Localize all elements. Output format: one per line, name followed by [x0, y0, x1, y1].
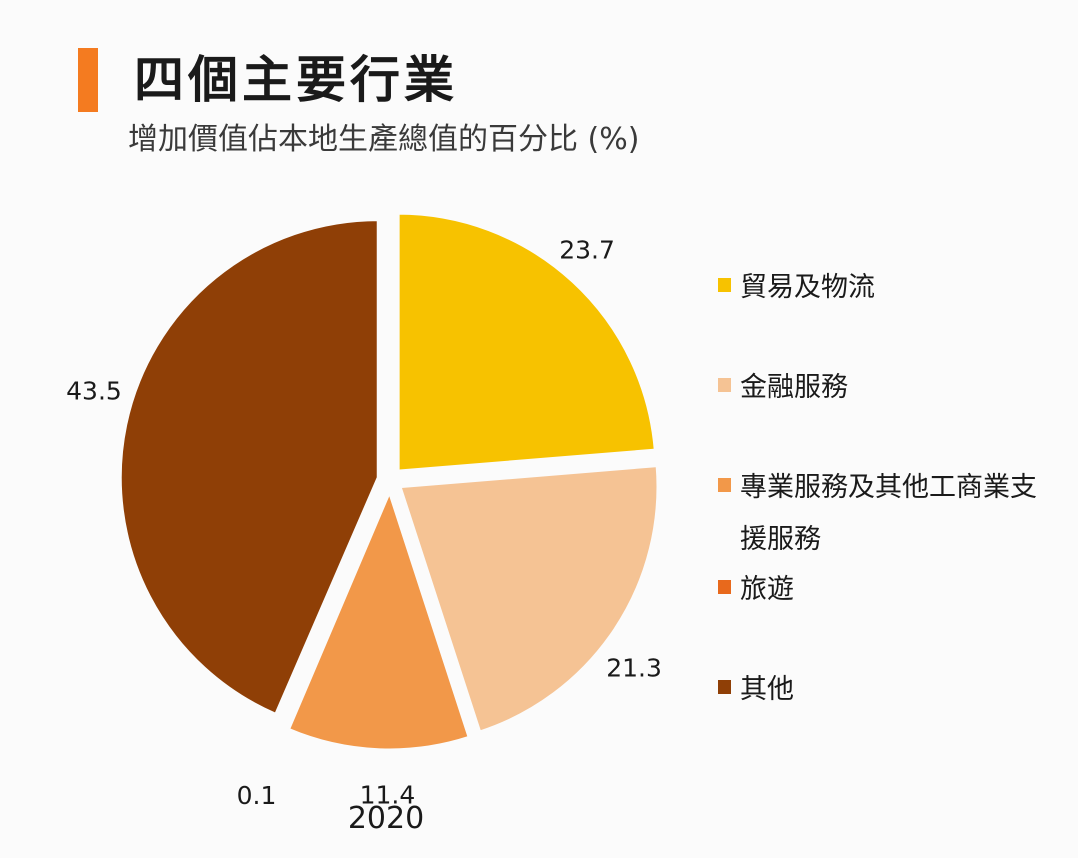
slice-value-label: 0.1: [237, 781, 277, 810]
legend-swatch: [718, 278, 731, 292]
legend-swatch: [718, 478, 731, 492]
slice-value-label: 21.3: [606, 654, 662, 683]
legend-label: 金融服務: [740, 372, 848, 403]
legend-label: 旅遊: [740, 574, 794, 605]
legend-swatch: [718, 680, 731, 694]
legend-swatch: [718, 580, 731, 594]
legend-item: 專業服務及其他工商業支援服務: [718, 462, 1040, 566]
legend-item: 貿易及物流: [718, 262, 1040, 314]
chart-title: 四個主要行業: [134, 51, 458, 109]
year-label: 2020: [348, 801, 424, 836]
legend-label: 其他: [740, 674, 794, 705]
legend-item: 旅遊: [718, 564, 1040, 616]
legend-label: 專業服務及其他工商業支援服務: [740, 472, 1037, 555]
legend-label: 貿易及物流: [740, 272, 875, 303]
legend-swatch: [718, 378, 731, 392]
slice-value-label: 23.7: [559, 236, 615, 265]
pie-slice-1: [396, 211, 657, 473]
title-accent-bar: [78, 48, 98, 112]
pie-slice-4: [280, 490, 387, 731]
pie-slice-5: [118, 218, 380, 717]
slice-value-label: 11.4: [360, 781, 416, 810]
legend-item: 其他: [718, 664, 1040, 716]
chart-subtitle: 增加價值佔本地生產總值的百分比 (%): [128, 122, 640, 157]
legend-item: 金融服務: [718, 362, 1040, 414]
slice-value-label: 43.5: [66, 377, 122, 406]
pie-slice-3: [286, 487, 472, 752]
pie-slice-2: [397, 463, 660, 734]
